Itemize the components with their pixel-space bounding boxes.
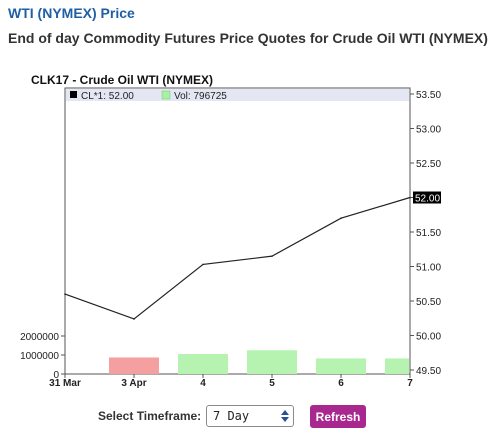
refresh-button[interactable]: Refresh <box>310 405 366 428</box>
volume-bar <box>109 357 159 374</box>
timeframe-controls: Select Timeframe: 7 Day Refresh <box>0 404 499 430</box>
price-tick-label: 49.50 <box>416 366 441 377</box>
chart-title: CLK17 - Crude Oil WTI (NYMEX) <box>31 73 213 87</box>
x-tick-label: 5 <box>269 378 275 389</box>
legend-swatch-volume <box>161 90 171 100</box>
timeframe-value: 7 Day <box>213 409 250 423</box>
x-tick-label: 3 Apr <box>121 378 146 389</box>
legend-label-price: CL*1: 52.00 <box>81 91 134 102</box>
volume-bars <box>109 350 409 374</box>
x-tick-label: 7 <box>407 378 413 389</box>
legend-label-volume: Vol: 796725 <box>174 91 227 102</box>
page-heading: WTI (NYMEX) Price <box>8 5 135 21</box>
legend-swatch-price <box>70 91 77 98</box>
price-tick-label: 53.50 <box>416 90 441 101</box>
timeframe-select[interactable]: 7 Day <box>206 405 294 427</box>
price-tick-label: 51.50 <box>416 228 441 239</box>
plot-area <box>64 87 411 375</box>
volume-tick-label: 1000000 <box>20 351 59 362</box>
price-volume-chart: CLK17 - Crude Oil WTI (NYMEX) CL*1: 52.0… <box>20 73 441 389</box>
current-value-label: 52.00 <box>415 194 440 205</box>
price-tick-label: 52.50 <box>416 159 441 170</box>
price-line <box>64 196 411 320</box>
price-point <box>202 263 204 266</box>
price-tick-label: 53.00 <box>416 125 441 136</box>
legend-bar <box>66 89 409 101</box>
price-series-line <box>64 196 411 320</box>
volume-bar <box>178 354 228 374</box>
x-tick-label: 4 <box>200 378 206 389</box>
volume-tick-label: 2000000 <box>20 332 59 343</box>
price-tick-label: 50.50 <box>416 297 441 308</box>
page-subheading: End of day Commodity Futures Price Quote… <box>8 30 488 46</box>
price-point <box>340 217 342 219</box>
price-tick-label: 50.00 <box>416 332 441 343</box>
price-tick-label: 51.00 <box>416 263 441 274</box>
spinner-arrows-icon <box>281 410 289 422</box>
price-point <box>64 293 66 295</box>
current-value-box <box>413 191 441 204</box>
price-point <box>271 255 273 257</box>
volume-tick-label: 0 <box>53 370 59 381</box>
x-tick-label: 6 <box>338 378 344 389</box>
volume-bar <box>247 350 297 374</box>
price-point <box>409 196 411 199</box>
x-axis: 31 Mar 3 Apr 4 5 6 7 <box>49 374 413 389</box>
volume-bar <box>385 358 409 374</box>
price-axis: 53.50 53.00 52.50 52.00 51.50 51.00 50.50 50.00… <box>410 90 441 377</box>
volume-bar <box>316 358 366 374</box>
current-value-marker: 52.00 <box>413 191 441 205</box>
timeframe-label: Select Timeframe: <box>98 409 202 423</box>
price-point <box>133 318 135 320</box>
x-tick-label: 31 Mar <box>49 378 81 389</box>
volume-axis: 2000000 1000000 0 <box>20 332 65 381</box>
legend: CL*1: 52.00 Vol: 796725 <box>70 90 227 102</box>
